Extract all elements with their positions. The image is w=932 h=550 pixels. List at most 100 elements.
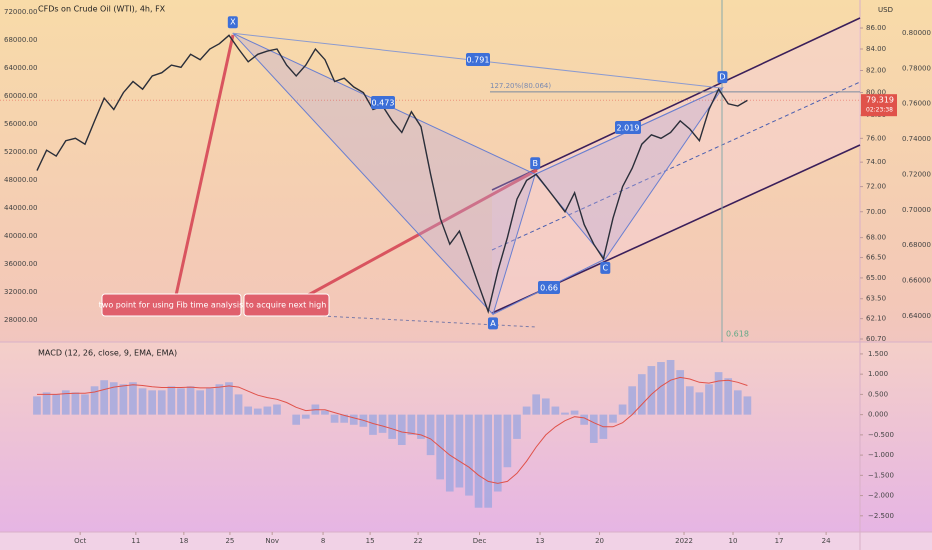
x-tick-label: Oct [74,537,86,545]
y-tick-label: 82.00 [866,67,886,75]
macd-tick-label: 1.000 [868,370,888,378]
macd-bar [90,386,99,415]
indicator-title: MACD (12, 26, close, 9, EMA, EMA) [38,349,177,358]
macd-bar [743,396,752,415]
annotation-box [101,293,242,317]
macd-bar [676,370,685,415]
y3-tick-label: 36000.00 [4,260,37,268]
macd-bar [71,392,80,415]
macd-bar [647,366,656,415]
macd-bar [503,414,512,468]
macd-bar [388,414,397,439]
x-tick-label: 2022 [675,537,693,545]
macd-bar [580,414,589,425]
pattern-label: A [490,319,496,328]
chart-title: CFDs on Crude Oil (WTI), 4h, FX [38,5,166,14]
macd-bar [618,404,627,415]
x-tick-label: Nov [265,537,279,545]
macd-bar [301,414,310,419]
ratio-label: 0.791 [467,56,490,65]
macd-bar [397,414,406,445]
macd-bar [493,414,502,492]
x-tick-label: 18 [179,537,188,545]
macd-bar [129,382,137,415]
macd-bar [100,380,109,415]
pattern-point [717,71,728,84]
ratio-label: 0.473 [372,99,395,108]
macd-bar [273,404,281,415]
y3-tick-label: 68000.00 [4,36,37,44]
macd-bar [637,374,646,415]
x-tick-label: Dec [473,537,487,545]
x-tick-label: 8 [321,537,325,545]
ratio-box [615,121,641,134]
macd-bar [81,394,89,415]
y3-tick-label: 72000.00 [4,8,37,16]
macd-bar [417,414,425,439]
macd-tick-label: −2.000 [868,492,894,500]
macd-bar [349,414,358,425]
y3-tick-label: 40000.00 [4,232,37,240]
annotation: to acquire next high [246,301,327,310]
y2-tick-label: 0.76000 [902,100,931,108]
macd-bar [33,396,41,415]
macd-bar [61,390,70,415]
macd-bar [685,386,694,415]
macd-tick-label: 0.000 [868,411,888,419]
macd-bar [714,372,723,415]
y2-tick-label: 0.70000 [902,206,931,214]
pattern-point [600,261,611,274]
macd-bar [42,392,51,415]
ratio-box [538,281,560,294]
x-tick-label: 13 [536,537,545,545]
plot: 127.20%(80.064) [0,34,860,508]
ratio-label: 2.019 [617,124,640,133]
macd-bar [138,388,147,415]
macd-bar [455,414,464,488]
y-tick-label: 76.00 [866,134,886,142]
y2-tick-label: 0.68000 [902,241,931,249]
macd-bar [561,412,569,415]
macd-bar [52,394,61,415]
pattern-label: C [603,263,609,272]
y3-tick-label: 64000.00 [4,64,37,72]
macd-bar [589,414,598,443]
macd-tick-label: −2.500 [868,512,894,520]
ratio-label: 0.66 [540,284,558,293]
macd-bar [292,414,301,425]
signal-line [37,376,748,484]
macd-bar [532,394,541,415]
macd-bar [321,410,329,415]
x-tick-label: 10 [729,537,738,545]
y-tick-label: 62.10 [866,315,886,323]
macd-bar [234,394,243,415]
annotation-box [243,293,330,317]
x-tick-label: 22 [414,537,423,545]
macd-bar [225,382,233,415]
pattern-label: B [532,159,538,168]
y2-tick-label: 0.74000 [902,135,931,143]
pattern-label: D [719,73,725,82]
macd-bar [177,388,185,415]
x-tick-label: 17 [775,537,784,545]
y-tick-label: 68.00 [866,234,886,242]
y-tick-label: 65.00 [866,274,886,282]
macd-bar [167,386,176,415]
macd-bar [513,414,521,439]
y-tick-label: 63.50 [866,295,886,303]
y3-tick-label: 60000.00 [4,92,37,100]
macd-tick-label: −1.500 [868,471,894,479]
y3-tick-label: 28000.00 [4,316,37,324]
macd-bar [474,414,483,508]
macd-bar [522,406,531,415]
macd-bar [378,414,387,433]
y-tick-label: 66.50 [866,254,886,262]
macd-tick-label: −1.000 [868,451,894,459]
y2-tick-label: 0.78000 [902,64,931,72]
macd-bar [215,384,224,415]
macd-bar [196,390,205,415]
macd-bar [148,390,157,415]
macd-bar [484,414,493,508]
macd-bar [657,362,665,415]
